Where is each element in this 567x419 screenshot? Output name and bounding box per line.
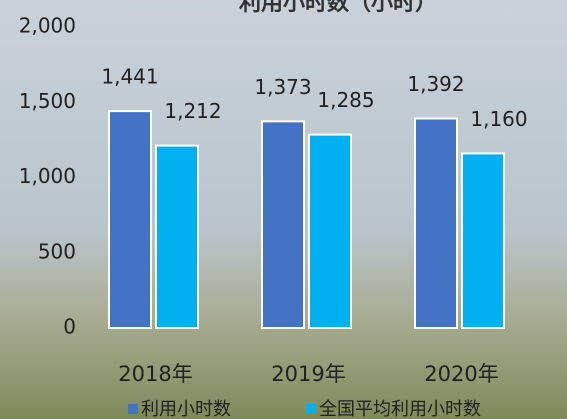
- y-tick-label: 2,000: [19, 14, 76, 38]
- bar: [262, 121, 304, 328]
- value-label: 1,212: [164, 99, 221, 123]
- chart: 利用小时数（小时） 05001,0001,5002,0002018年1,4411…: [0, 0, 567, 419]
- bar: [462, 153, 504, 328]
- legend-swatch: [128, 404, 138, 414]
- value-label: 1,441: [101, 65, 158, 89]
- y-tick-label: 500: [38, 239, 76, 263]
- y-tick-label: 0: [63, 315, 76, 339]
- bar: [109, 111, 151, 328]
- bar: [156, 146, 198, 328]
- y-tick-label: 1,000: [19, 164, 76, 188]
- value-label: 1,392: [407, 72, 464, 96]
- x-tick-label: 2020年: [424, 362, 498, 386]
- x-tick-label: 2018年: [118, 362, 192, 386]
- chart-title: 利用小时数（小时）: [239, 0, 437, 16]
- value-label: 1,285: [317, 88, 374, 112]
- bar: [309, 135, 351, 328]
- bar: [415, 119, 457, 328]
- legend-swatch: [306, 404, 316, 414]
- legend-label: 全国平均利用小时数: [319, 399, 481, 419]
- x-tick-label: 2019年: [271, 362, 345, 386]
- value-label: 1,160: [470, 107, 527, 131]
- legend-label: 利用小时数: [141, 399, 231, 419]
- value-label: 1,373: [254, 75, 311, 99]
- y-tick-label: 1,500: [19, 89, 76, 113]
